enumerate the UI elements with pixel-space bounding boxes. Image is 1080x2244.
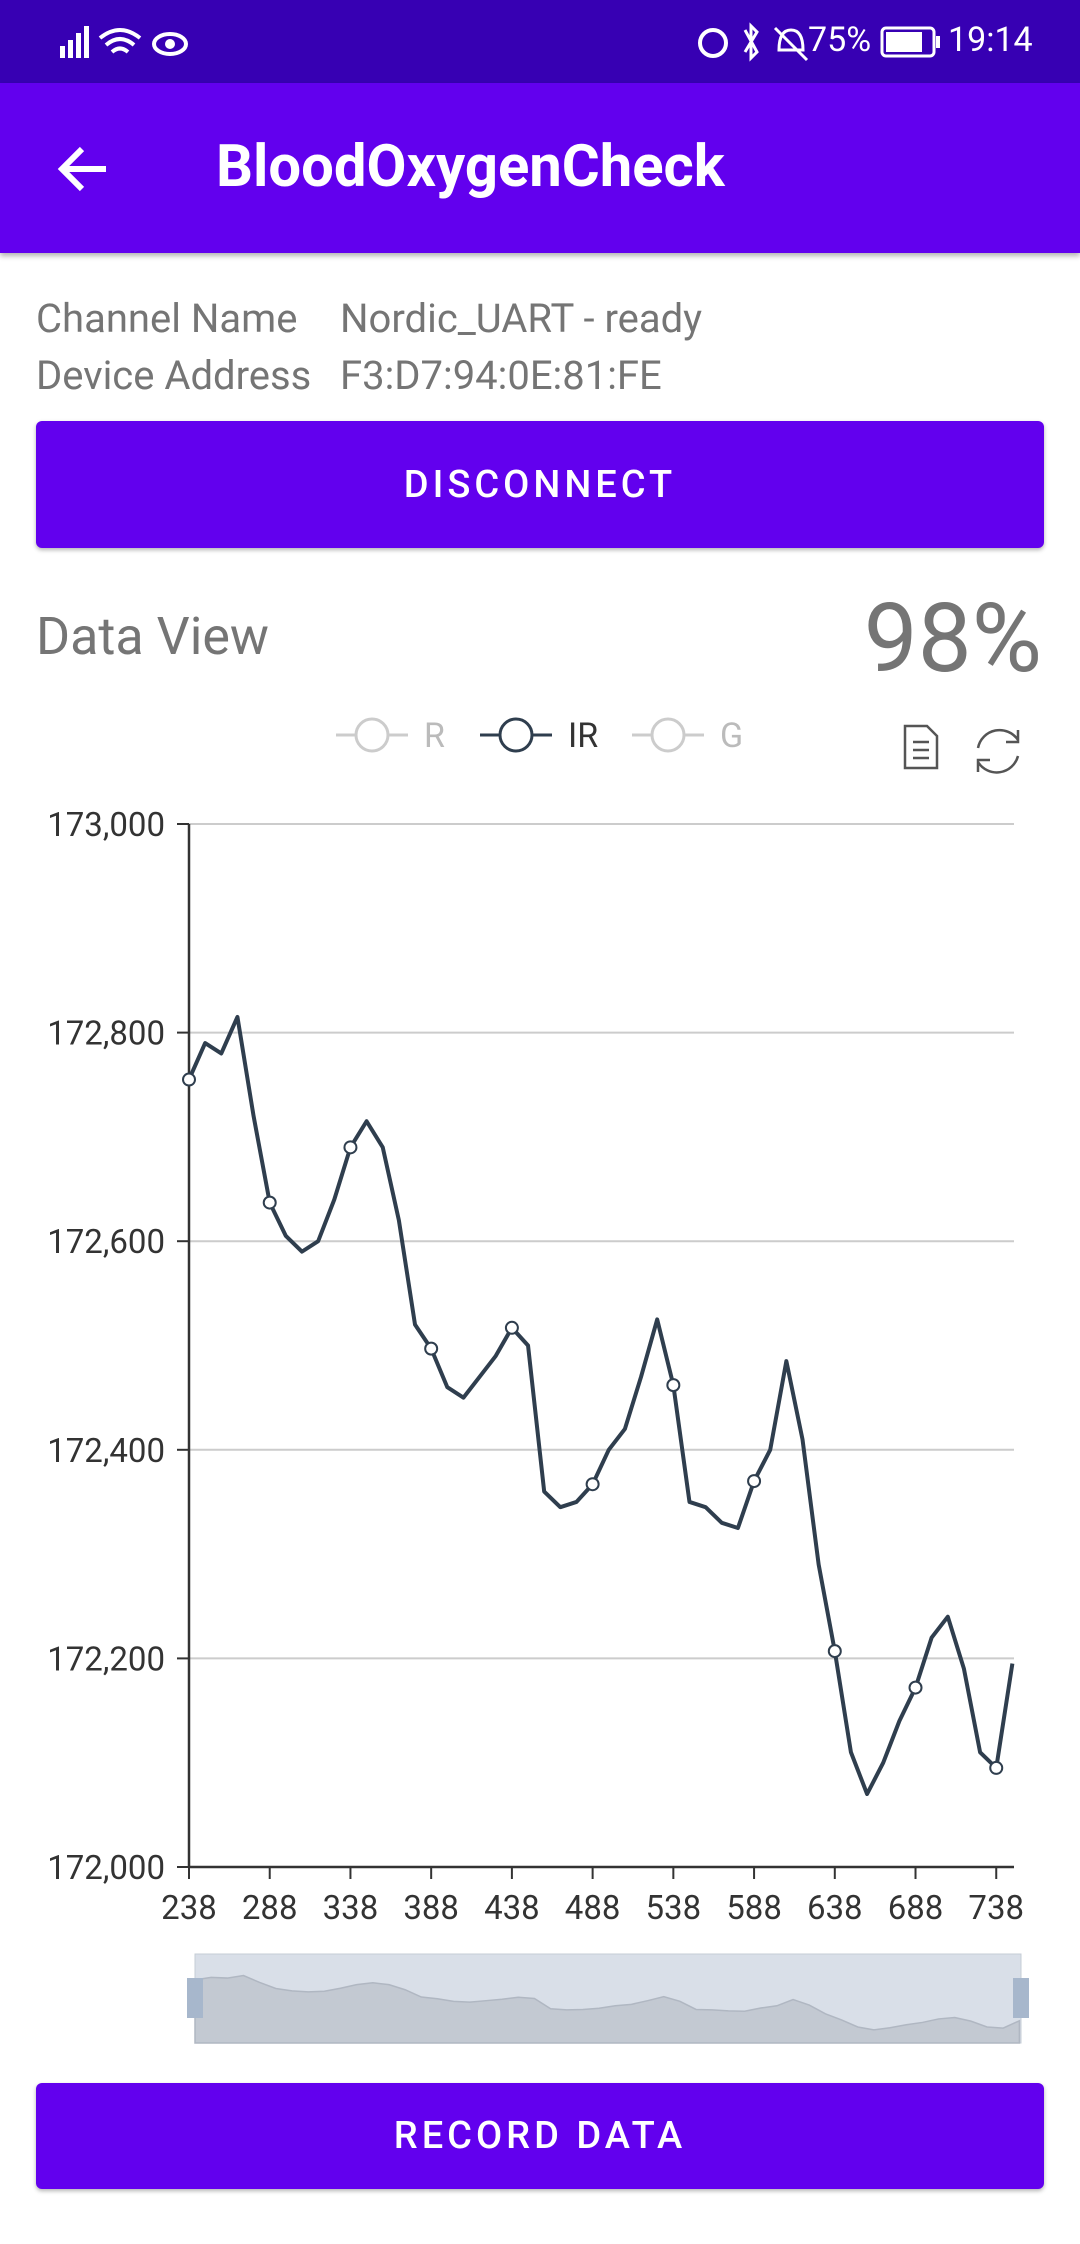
battery-icon [880,26,940,58]
data-view-title: Data View [36,606,270,667]
back-button[interactable] [56,141,112,197]
y-tick-label: 172,800 [47,1015,165,1054]
legend-symbol [354,717,390,753]
doc-icon[interactable] [903,724,939,770]
legend-symbol [650,717,686,753]
x-tick-label: 238 [161,1889,217,1928]
data-point [504,1320,519,1335]
address-label: Device Address [36,352,312,399]
data-point [424,1341,439,1356]
x-tick-label: 438 [484,1889,540,1928]
disconnect-button[interactable]: DISCONNECT [36,421,1044,548]
data-point [989,1760,1004,1775]
data-point [585,1477,600,1492]
legend-symbol [498,717,534,753]
data-point [666,1378,681,1393]
data-point [182,1072,196,1087]
zoom-handle[interactable] [187,1978,203,2018]
y-tick-label: 172,600 [47,1223,165,1262]
clock: 19:14 [948,20,1033,60]
refresh-icon[interactable] [976,728,1020,774]
legend-label: R [424,716,445,756]
app-bar: BloodOxygenCheck [0,83,1080,253]
x-tick-label: 688 [888,1889,944,1928]
x-tick-label: 538 [646,1889,702,1928]
legend-label: IR [568,716,598,756]
battery-level: 75% [808,20,872,60]
x-tick-label: 288 [242,1889,298,1928]
channel-value: Nordic_UART - ready [340,295,703,342]
y-tick-label: 172,200 [47,1640,165,1679]
address-value: F3:D7:94:0E:81:FE [340,352,662,399]
record-button[interactable]: RECORD DATA [36,2083,1044,2189]
status-icons-right [698,22,809,62]
data-point [747,1474,762,1489]
app-title: BloodOxygenCheck [216,133,725,201]
zoom-handle[interactable] [1013,1978,1029,2018]
y-tick-label: 172,400 [47,1432,165,1471]
y-tick-label: 172,000 [47,1849,165,1888]
data-point [908,1680,923,1695]
data-point [262,1195,277,1210]
legend-label: G [720,716,743,756]
data-point [827,1644,842,1659]
zoom-preview [194,1974,1021,2044]
channel-label: Channel Name [36,295,298,342]
reading: 98% [863,583,1042,695]
status-bar: 75% 19:14 [0,0,1080,83]
data-line [187,1014,1015,1796]
data-point [343,1140,358,1155]
status-icons-left [60,26,188,58]
chart: R IR G 172,000 172,200 172,400 172,600 172,800 1… [47,716,1029,2044]
x-tick-label: 488 [565,1889,621,1928]
x-tick-label: 388 [403,1889,459,1928]
x-tick-label: 588 [726,1889,782,1928]
y-tick-label: 173,000 [47,806,165,845]
x-tick-label: 638 [807,1889,863,1928]
x-tick-label: 738 [968,1889,1024,1928]
x-tick-label: 338 [323,1889,379,1928]
